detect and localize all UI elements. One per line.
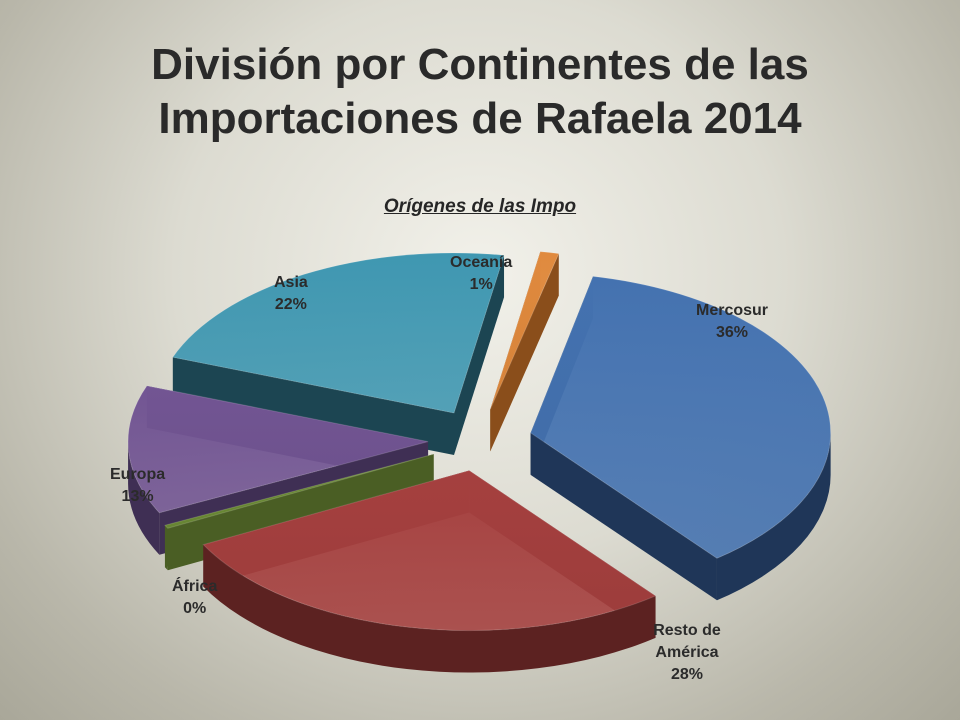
- slide-title-line-2: Importaciones de Rafaela 2014: [158, 94, 802, 143]
- pie-slice-asia-top: [171, 252, 505, 414]
- label-resto-america-value: 28%: [670, 666, 704, 683]
- label-mercosur-name: Mercosur: [696, 302, 769, 319]
- pie-slice-mercosur-wall-1: [530, 432, 717, 601]
- pie-slice-asia-wall-1: [454, 255, 505, 455]
- slide-title: División por Continentes de las Importac…: [80, 38, 880, 146]
- pie-slice-mercosur-top: [530, 275, 832, 559]
- pie-slice-oceania: [489, 251, 560, 452]
- label-resto-america: Resto de América 28%: [632, 620, 742, 686]
- pie-slice-africa-top: [164, 453, 434, 529]
- pie-slice-resto-de-america-side-0: [203, 544, 656, 673]
- pie-slice-mercosur: [530, 275, 832, 601]
- pie-slice-asia: [171, 252, 505, 455]
- label-africa-value: 0%: [183, 600, 207, 617]
- label-mercosur: Mercosur 36%: [696, 300, 768, 344]
- label-africa-name: África: [172, 578, 218, 595]
- pie-slice-resto-de-america: [202, 469, 657, 673]
- label-europa-name: Europa: [110, 466, 166, 483]
- label-mercosur-value: 36%: [716, 324, 749, 341]
- pie-slice-europa-top: [127, 385, 429, 514]
- slide-title-line-1: División por Continentes de las: [151, 40, 809, 89]
- label-africa: África 0%: [172, 576, 217, 620]
- label-asia-value: 22%: [274, 296, 307, 313]
- pie-slice-mercosur-side-0: [716, 432, 831, 601]
- pie-slice-oceania-wall-1: [490, 253, 559, 452]
- label-europa-value: 13%: [121, 488, 154, 505]
- label-oceania-name: Oceanía: [450, 254, 513, 271]
- pie-slice-europa-side-0: [128, 441, 160, 555]
- pie-slice-africa-side-0: [164, 525, 168, 571]
- pie-slice-oceania-top: [489, 251, 560, 410]
- label-oceania: Oceanía 1%: [450, 252, 512, 296]
- pie-slice-resto-de-america-top: [202, 469, 657, 632]
- label-resto-america-name: Resto de América: [653, 622, 721, 661]
- label-asia-name: Asia: [274, 274, 308, 291]
- pie-slice-asia-wall-0: [172, 357, 454, 455]
- label-europa: Europa 13%: [110, 464, 165, 508]
- chart-title: Orígenes de las Impo: [383, 196, 577, 217]
- label-oceania-value: 1%: [469, 276, 493, 293]
- label-asia: Asia 22%: [274, 272, 308, 316]
